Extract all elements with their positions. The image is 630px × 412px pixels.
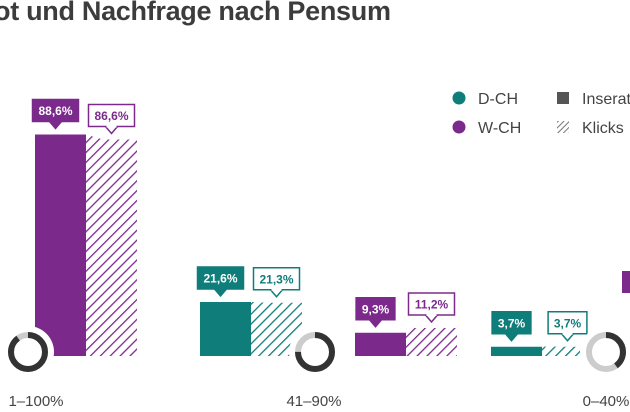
- legend-w-ch-label: W-CH: [478, 120, 521, 137]
- legend-klicks-label: Klicks: [582, 120, 624, 137]
- value-label-d-ch-klicks: 3,7%: [547, 311, 588, 342]
- x-tick-label: 0–40%: [583, 393, 630, 410]
- value-label-w-ch-klicks: 11,2%: [407, 292, 456, 324]
- x-tick-label: 1–100%: [8, 393, 63, 410]
- svg-text:21,6%: 21,6%: [203, 272, 237, 286]
- svg-text:3,7%: 3,7%: [498, 316, 526, 330]
- chart-title: ot und Nachfrage nach Pensum: [0, 0, 391, 26]
- svg-text:3,7%: 3,7%: [554, 316, 582, 330]
- bar-d-ch-connector: [251, 302, 268, 356]
- value-label-d-ch-klicks: 21,3%: [252, 267, 301, 298]
- connector-layer: [86, 134, 559, 356]
- value-label-layer: 88,6% 86,6% 21,6% 21,3% 9,3% 11,2% 3,7% 3,7%: [31, 98, 630, 342]
- pensum-ring-icon: [289, 326, 341, 378]
- bar-w-ch-inserat: [35, 134, 86, 356]
- legend-d-ch-marker: [452, 91, 466, 105]
- legend-w-ch-marker: [452, 120, 466, 134]
- value-label-w-ch-inserat: 9,3%: [355, 297, 396, 328]
- value-label-w-ch-inserat-stub: [622, 271, 630, 293]
- svg-text:11,2%: 11,2%: [415, 298, 449, 312]
- bar-d-ch-inserat: [200, 302, 251, 356]
- legend-inserat-marker: [557, 92, 569, 104]
- svg-text:21,3%: 21,3%: [259, 272, 293, 286]
- svg-text:88,6%: 88,6%: [38, 104, 72, 118]
- value-label-w-ch-klicks: 86,6%: [87, 103, 136, 135]
- bar-d-ch-inserat: [491, 346, 542, 356]
- svg-text:86,6%: 86,6%: [94, 109, 128, 123]
- pensum-ring-icon: [580, 326, 630, 378]
- bar-w-ch-connector: [406, 328, 423, 356]
- legend-inserat-label: Inserat: [582, 91, 630, 108]
- legend: D-CH W-CH Inserat Klicks: [452, 91, 630, 137]
- bar-d-ch-connector: [542, 346, 559, 356]
- value-label-d-ch-inserat: 21,6%: [196, 266, 245, 298]
- svg-text:9,3%: 9,3%: [362, 302, 390, 316]
- x-tick-label: 41–90%: [286, 393, 341, 410]
- bar-d-ch-klicks: [542, 346, 593, 356]
- value-label-w-ch-inserat: 88,6%: [31, 98, 80, 130]
- legend-klicks-marker: [557, 121, 569, 133]
- legend-d-ch-label: D-CH: [478, 91, 518, 108]
- bar-w-ch-connector: [86, 134, 103, 356]
- x-axis-tick-labels: 1–100% 41–90% 0–40%: [8, 393, 629, 410]
- bar-w-ch-inserat: [355, 332, 406, 356]
- pensum-ring-layer: [2, 326, 630, 378]
- value-label-d-ch-inserat: 3,7%: [491, 311, 532, 342]
- pensum-ring-icon: [2, 326, 54, 378]
